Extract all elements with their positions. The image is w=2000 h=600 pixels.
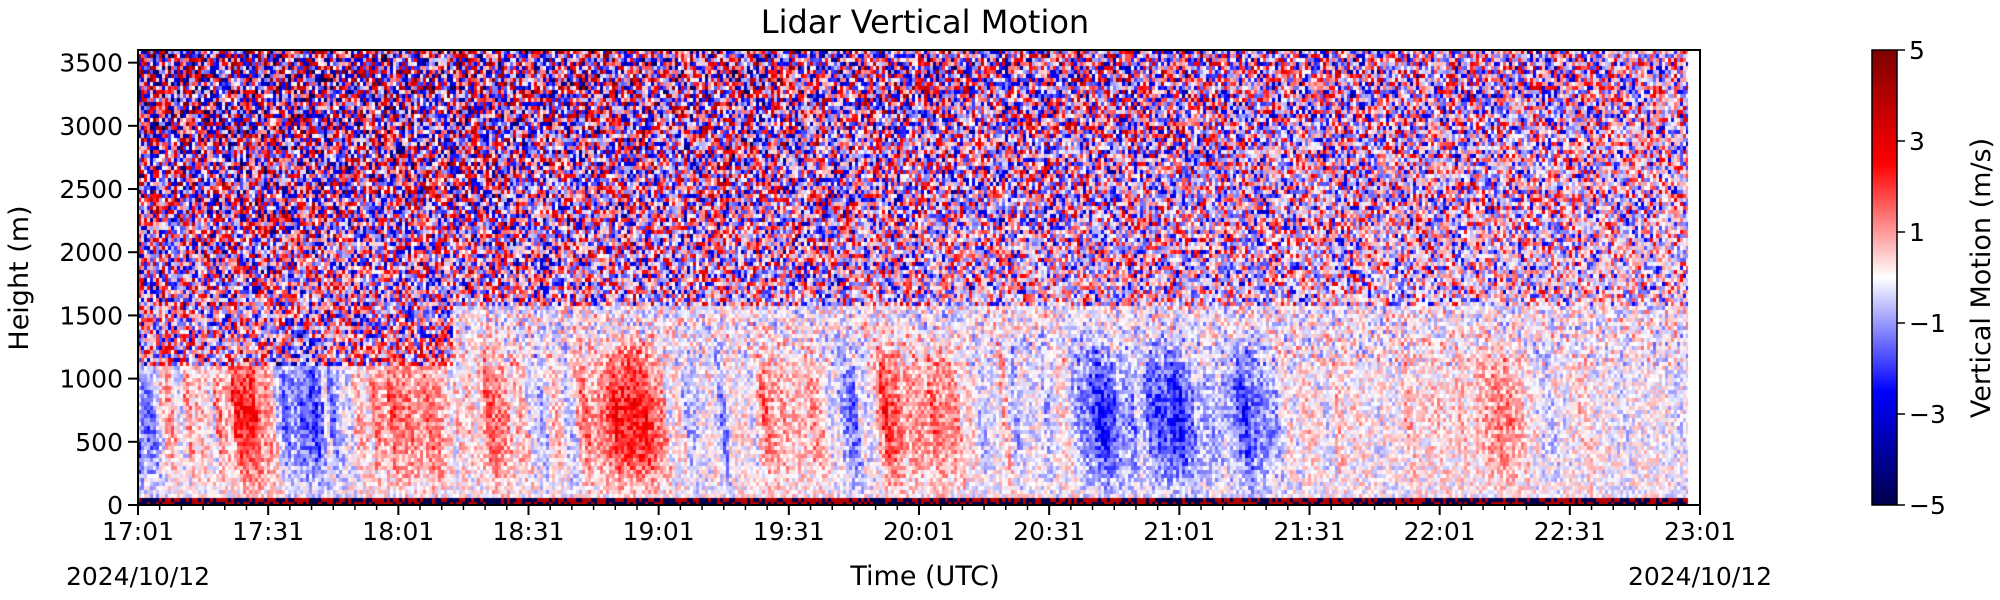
colorbar-ticks: 5 3 1 −1 −3 −5: [1897, 36, 1946, 520]
y-tick-label: 3000: [59, 112, 123, 141]
y-tick-label: 1000: [59, 365, 123, 394]
colorbar-tick-label: 3: [1909, 127, 1925, 156]
colorbar-tick-label: 5: [1909, 36, 1925, 65]
x-tick-label: 19:01: [623, 517, 695, 546]
x-tick-label: 22:01: [1404, 517, 1476, 546]
x-tick-label: 20:31: [1013, 517, 1085, 546]
y-tick-label: 0: [107, 491, 123, 520]
y-tick-label: 1500: [59, 301, 123, 330]
x-tick-label: 18:01: [362, 517, 434, 546]
x-tick-label: 17:01: [102, 517, 174, 546]
x-tick-label: 17:31: [232, 517, 304, 546]
colorbar-tick-label: −1: [1909, 309, 1946, 338]
x-tick-label: 18:31: [492, 517, 564, 546]
x-tick-label: 22:31: [1534, 517, 1606, 546]
heatmap-canvas: [138, 50, 1700, 505]
x-tick-label: 21:31: [1273, 517, 1345, 546]
y-tick-label: 2000: [59, 238, 123, 267]
y-axis: 0 500 1000 1500 2000 2500 3000 3500: [59, 49, 138, 520]
colorbar-label: Vertical Motion (m/s): [1966, 138, 1997, 418]
colorbar-tick-label: −5: [1909, 491, 1946, 520]
end-date-label: 2024/10/12: [1628, 562, 1772, 591]
plot-area: [137, 49, 1701, 506]
y-tick-label: 2500: [59, 175, 123, 204]
colorbar: 5 3 1 −1 −3 −5 Vertical Motion (m/s): [1871, 36, 1997, 520]
start-date-label: 2024/10/12: [66, 562, 210, 591]
y-tick-label: 500: [75, 428, 123, 457]
chart-title: Lidar Vertical Motion: [761, 3, 1089, 41]
x-tick-label: 20:01: [883, 517, 955, 546]
x-axis-label: Time (UTC): [849, 561, 999, 592]
colorbar-gradient: [1871, 49, 1898, 506]
x-tick-label: 23:01: [1664, 517, 1736, 546]
x-axis: 17:01 17:31 18:01 18:31 19:01 19:31 20:01 20:31…: [102, 505, 1736, 546]
x-tick-label: 21:01: [1143, 517, 1215, 546]
y-tick-label: 3500: [59, 49, 123, 78]
y-axis-label: Height (m): [4, 205, 35, 350]
colorbar-tick-label: −3: [1909, 400, 1946, 429]
colorbar-tick-label: 1: [1909, 218, 1925, 247]
x-tick-label: 19:31: [753, 517, 825, 546]
